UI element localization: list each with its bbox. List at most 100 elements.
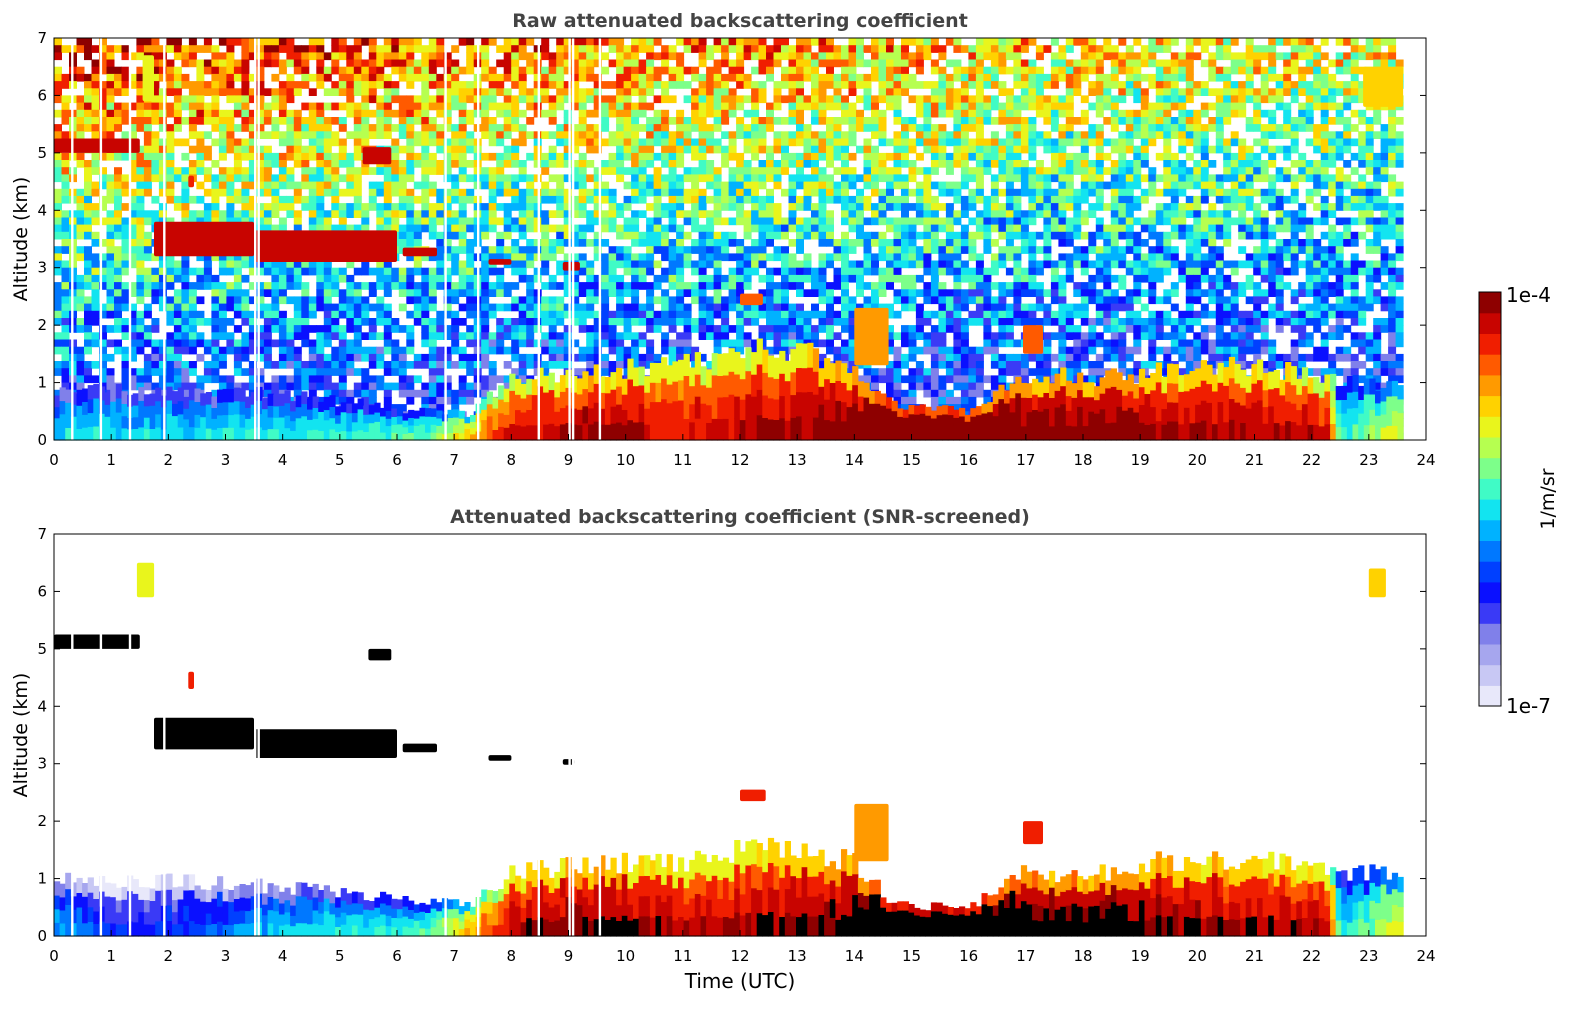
heatmap-cell	[106, 181, 115, 190]
heatmap-cell	[751, 195, 760, 204]
heatmap-cell	[841, 239, 849, 247]
heatmap-cell	[458, 88, 467, 96]
heatmap-cell	[818, 188, 827, 197]
heatmap-cell	[316, 267, 325, 276]
heatmap-cell	[421, 52, 430, 61]
heatmap-cell	[421, 188, 430, 197]
heatmap-cell	[218, 253, 227, 262]
heatmap-cell	[166, 274, 175, 283]
heatmap-cell	[668, 282, 677, 290]
heatmap-cell	[496, 188, 505, 197]
heatmap-cell	[1065, 102, 1074, 111]
heatmap-cell	[1388, 174, 1397, 183]
heatmap-cell	[548, 246, 557, 254]
heatmap-cell	[248, 138, 257, 147]
heatmap-cell	[691, 210, 700, 218]
heatmap-cell	[1080, 52, 1089, 61]
heatmap-cell	[61, 246, 70, 254]
heatmap-cell	[181, 73, 190, 82]
heatmap-cell	[1035, 174, 1044, 183]
heatmap-cell	[586, 217, 595, 226]
heatmap-cell	[1193, 181, 1202, 190]
heatmap-cell	[1005, 66, 1014, 75]
heatmap-cell	[1215, 274, 1224, 283]
heatmap-cell	[196, 282, 205, 290]
heatmap-cell	[563, 282, 572, 290]
heatmap-cell	[923, 117, 932, 125]
heatmap-cell	[1155, 239, 1164, 247]
heatmap-cell	[106, 152, 115, 161]
heatmap-cell	[518, 174, 527, 183]
heatmap-cell	[1005, 160, 1014, 168]
heatmap-cell	[376, 59, 385, 68]
heatmap-cell	[631, 81, 640, 89]
heatmap-cell	[1245, 38, 1254, 46]
heatmap-cell	[496, 246, 505, 254]
heatmap-cell	[698, 253, 707, 262]
heatmap-cell	[1155, 73, 1164, 82]
heatmap-cell	[301, 73, 310, 82]
heatmap-cell	[653, 203, 662, 211]
heatmap-cell	[226, 73, 235, 82]
heatmap-cell	[1110, 239, 1119, 247]
heatmap-cell	[308, 52, 317, 61]
heatmap-cell	[398, 167, 407, 175]
heatmap-cell	[1260, 224, 1269, 233]
heatmap-cell	[1185, 66, 1194, 75]
heatmap-cell	[451, 174, 460, 183]
heatmap-cell	[1208, 102, 1217, 111]
heatmap-cell	[173, 195, 182, 204]
heatmap-cell	[728, 203, 737, 211]
heatmap-cell	[796, 282, 804, 290]
heatmap-cell	[353, 210, 362, 218]
heatmap-cell	[233, 188, 242, 197]
heatmap-cell	[893, 95, 902, 104]
heatmap-cell	[990, 260, 999, 269]
heatmap-cell	[901, 38, 909, 46]
heatmap-cell	[1133, 174, 1142, 183]
heatmap-cell	[781, 66, 789, 75]
heatmap-cell	[1043, 73, 1052, 82]
heatmap-cell	[76, 224, 85, 233]
heatmap-cell	[406, 217, 415, 226]
heatmap-cell	[1155, 117, 1164, 125]
heatmap-cell	[1200, 239, 1209, 247]
heatmap-cell	[901, 145, 909, 154]
heatmap-cell	[248, 203, 257, 211]
heatmap-cell	[1343, 224, 1352, 233]
heatmap-cell	[1095, 274, 1104, 283]
heatmap-cell	[975, 160, 984, 168]
heatmap-cell	[1313, 45, 1322, 53]
heatmap-cell	[173, 52, 182, 61]
heatmap-cell	[646, 138, 655, 147]
heatmap-cell	[181, 282, 190, 290]
heatmap-cell	[398, 239, 407, 247]
heatmap-cell	[1170, 188, 1179, 197]
heatmap-cell	[571, 267, 580, 276]
heatmap-cell	[1020, 282, 1029, 290]
heatmap-cell	[1328, 73, 1337, 82]
heatmap-cell	[1223, 282, 1232, 290]
heatmap-cell	[638, 260, 647, 269]
heatmap-cell	[1350, 38, 1359, 46]
heatmap-cell	[975, 138, 984, 147]
heatmap-cell	[173, 95, 182, 104]
heatmap-cell	[188, 131, 197, 139]
heatmap-cell	[1358, 52, 1367, 61]
heatmap-cell	[1050, 224, 1059, 233]
heatmap-cell	[848, 124, 857, 132]
heatmap-cell	[586, 138, 595, 147]
heatmap-cell	[91, 66, 100, 75]
heatmap-cell	[451, 145, 460, 154]
heatmap-cell	[638, 59, 647, 68]
heatmap-cell	[728, 109, 737, 118]
heatmap-cell	[945, 260, 954, 269]
heatmap-cell	[960, 267, 969, 276]
heatmap-cell	[563, 174, 572, 183]
heatmap-cell	[646, 131, 655, 139]
heatmap-cell	[129, 102, 137, 111]
heatmap-cell	[788, 253, 797, 262]
heatmap-cell	[241, 167, 250, 175]
heatmap-cell	[646, 181, 655, 190]
heatmap-cell	[526, 117, 535, 125]
